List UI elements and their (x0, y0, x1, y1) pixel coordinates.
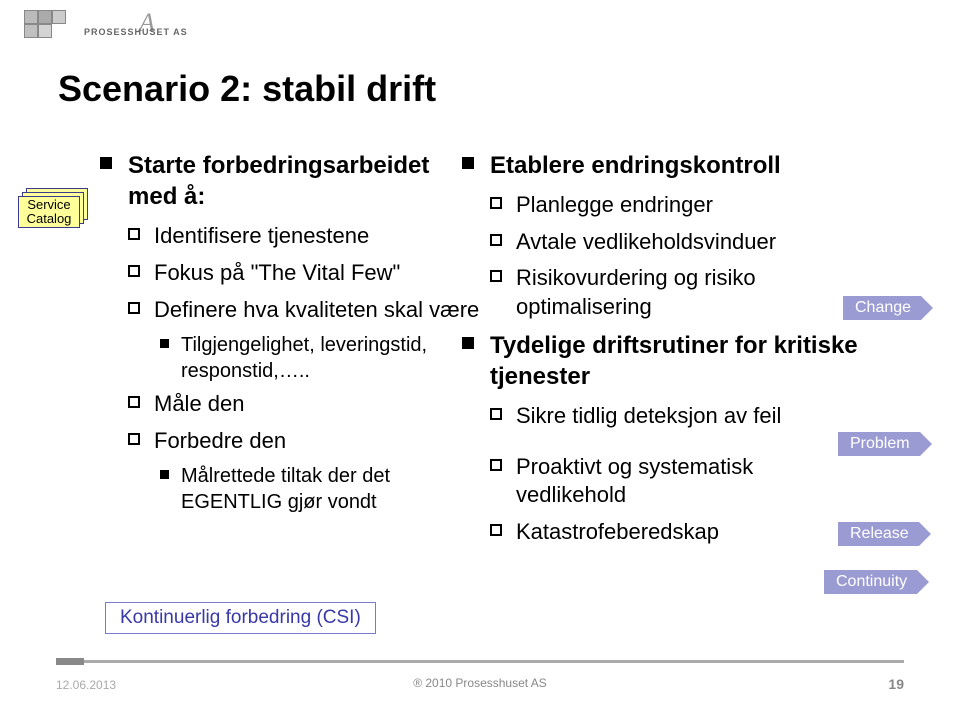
bullet-icon (100, 157, 112, 169)
left-item-measure: Måle den (154, 390, 245, 419)
footer-page-number: 19 (888, 676, 904, 692)
bullet-open-icon (490, 234, 502, 246)
bullet-open-icon (128, 302, 140, 314)
tag-continuity: Continuity (824, 570, 917, 594)
right-heading-ops: Tydelige driftsrutiner for kritiske tjen… (490, 330, 950, 392)
tag-problem: Problem (838, 432, 920, 456)
bullet-open-icon (128, 433, 140, 445)
slide-title: Scenario 2: stabil drift (58, 68, 436, 110)
footer-copyright: ® 2010 Prosesshuset AS (0, 676, 960, 690)
right-heading-change: Etablere endringskontroll (490, 150, 781, 181)
right-item-maintwin: Avtale vedlikeholdsvinduer (516, 228, 776, 257)
left-heading: Starte forbedringsarbeidet med å: (128, 150, 480, 212)
brand-logo: A PROSESSHUSET AS (24, 10, 194, 50)
bullet-open-icon (128, 265, 140, 277)
left-item-identify: Identifisere tjenestene (154, 222, 369, 251)
bullet-icon (462, 157, 474, 169)
tag-change: Change (843, 296, 921, 320)
bullet-icon (462, 337, 474, 349)
bullet-open-icon (490, 524, 502, 536)
bullet-small-icon (160, 470, 169, 479)
right-item-risk: Risikovurdering og risiko optimalisering (516, 264, 816, 321)
tag-release: Release (838, 522, 919, 546)
bullet-small-icon (160, 339, 169, 348)
bullet-open-icon (490, 459, 502, 471)
right-item-plan: Planlegge endringer (516, 191, 713, 220)
left-item-quality: Definere hva kvaliteten skal være (154, 296, 479, 325)
left-sub-targeted: Målrettede tiltak der det EGENTLIG gjør … (181, 463, 480, 515)
right-item-detect: Sikre tidlig deteksjon av feil (516, 402, 781, 431)
bullet-open-icon (128, 228, 140, 240)
bullet-open-icon (128, 396, 140, 408)
right-item-disaster: Katastrofeberedskap (516, 518, 719, 547)
csi-box: Kontinuerlig forbedring (CSI) (105, 602, 376, 634)
bullet-open-icon (490, 408, 502, 420)
right-item-proactive: Proaktivt og systematisk vedlikehold (516, 453, 806, 510)
left-item-improve: Forbedre den (154, 427, 286, 456)
footer-divider (56, 660, 904, 663)
bullet-open-icon (490, 197, 502, 209)
brand-name: PROSESSHUSET AS (84, 27, 188, 37)
left-column: Starte forbedringsarbeidet med å: Identi… (0, 150, 480, 554)
left-sub-availability: Tilgjengelighet, leveringstid, responsti… (181, 332, 480, 384)
right-column: Etablere endringskontroll Planlegge endr… (480, 150, 950, 554)
left-item-vitalfew: Fokus på "The Vital Few" (154, 259, 400, 288)
bullet-open-icon (490, 270, 502, 282)
